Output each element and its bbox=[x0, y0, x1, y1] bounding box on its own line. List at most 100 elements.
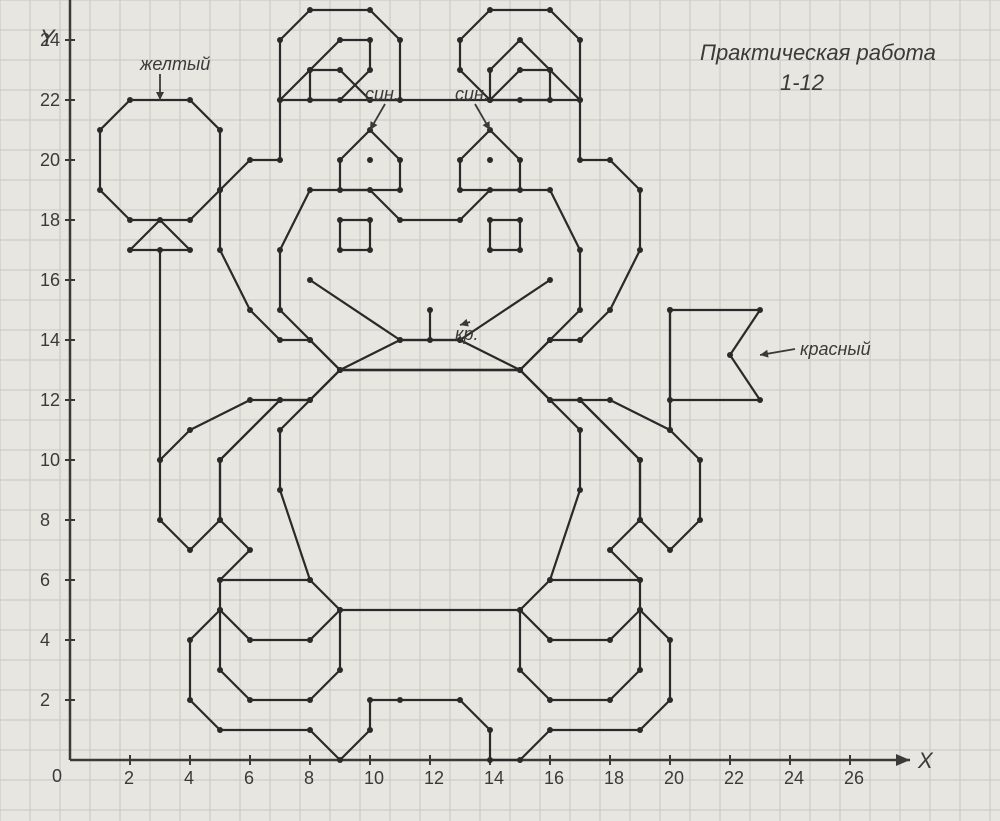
vertex bbox=[457, 157, 463, 163]
coordinate-drawing: XY02468101214161820222426246810121416182… bbox=[0, 0, 1000, 821]
vertex bbox=[307, 577, 313, 583]
x-tick-4: 4 bbox=[184, 768, 194, 788]
vertex bbox=[307, 277, 313, 283]
vertex bbox=[547, 277, 553, 283]
vertex bbox=[277, 487, 283, 493]
vertex bbox=[277, 337, 283, 343]
vertex bbox=[367, 247, 373, 253]
vertex bbox=[97, 127, 103, 133]
x-tick-22: 22 bbox=[724, 768, 744, 788]
vertex bbox=[577, 97, 583, 103]
vertex bbox=[517, 37, 523, 43]
vertex bbox=[157, 517, 163, 523]
vertex bbox=[607, 637, 613, 643]
vertex bbox=[397, 187, 403, 193]
vertex bbox=[427, 307, 433, 313]
y-tick-10: 10 bbox=[40, 450, 60, 470]
vertex bbox=[727, 352, 733, 358]
vertex bbox=[457, 697, 463, 703]
vertex bbox=[247, 157, 253, 163]
vertex bbox=[307, 697, 313, 703]
vertex bbox=[517, 757, 523, 763]
vertex bbox=[547, 97, 553, 103]
vertex bbox=[517, 97, 523, 103]
vertex bbox=[457, 37, 463, 43]
y-tick-4: 4 bbox=[40, 630, 50, 650]
vertex bbox=[127, 97, 133, 103]
vertex bbox=[307, 727, 313, 733]
x-tick-2: 2 bbox=[124, 768, 134, 788]
vertex bbox=[517, 607, 523, 613]
body-outline bbox=[190, 370, 670, 760]
vertex bbox=[487, 247, 493, 253]
x-tick-24: 24 bbox=[784, 768, 804, 788]
vertex bbox=[247, 547, 253, 553]
title-line1: Практическая работа bbox=[700, 40, 936, 65]
vertex bbox=[217, 457, 223, 463]
vertex bbox=[277, 397, 283, 403]
vertex bbox=[577, 37, 583, 43]
vertex bbox=[217, 727, 223, 733]
vertex bbox=[547, 577, 553, 583]
vertex bbox=[547, 727, 553, 733]
vertex bbox=[127, 247, 133, 253]
vertex bbox=[547, 697, 553, 703]
balloon bbox=[100, 100, 220, 220]
annot-blue2: син. bbox=[455, 84, 489, 104]
vertex bbox=[157, 457, 163, 463]
vertex bbox=[307, 637, 313, 643]
annot-kr: кр. bbox=[455, 324, 479, 344]
y-tick-24: 24 bbox=[40, 30, 60, 50]
vertex bbox=[697, 517, 703, 523]
vertex bbox=[757, 397, 763, 403]
vertex bbox=[187, 637, 193, 643]
vertex bbox=[487, 7, 493, 13]
y-tick-2: 2 bbox=[40, 690, 50, 710]
vertex bbox=[517, 667, 523, 673]
vertex bbox=[367, 727, 373, 733]
title-line2: 1-12 bbox=[780, 70, 824, 95]
vertex bbox=[487, 757, 493, 763]
vertex bbox=[457, 67, 463, 73]
annot-red: красный bbox=[800, 339, 871, 359]
vertex bbox=[607, 547, 613, 553]
vertex bbox=[517, 217, 523, 223]
vertex bbox=[187, 217, 193, 223]
vertex bbox=[337, 67, 343, 73]
vertex bbox=[307, 397, 313, 403]
vertex bbox=[187, 547, 193, 553]
vertex bbox=[337, 757, 343, 763]
origin-label: 0 bbox=[52, 766, 62, 786]
vertex bbox=[217, 577, 223, 583]
x-axis-label: X bbox=[917, 748, 934, 773]
vertex bbox=[667, 637, 673, 643]
vertex bbox=[157, 217, 163, 223]
x-tick-8: 8 bbox=[304, 768, 314, 788]
vertex bbox=[337, 247, 343, 253]
vertex bbox=[607, 307, 613, 313]
vertex bbox=[97, 187, 103, 193]
vertex bbox=[247, 397, 253, 403]
vertex bbox=[577, 397, 583, 403]
vertex bbox=[247, 697, 253, 703]
vertex bbox=[307, 187, 313, 193]
vertex bbox=[247, 307, 253, 313]
vertex bbox=[367, 217, 373, 223]
vertex bbox=[427, 337, 433, 343]
vertex bbox=[217, 667, 223, 673]
vertex bbox=[517, 67, 523, 73]
vertex bbox=[337, 607, 343, 613]
vertex bbox=[337, 667, 343, 673]
y-tick-16: 16 bbox=[40, 270, 60, 290]
vertex bbox=[577, 157, 583, 163]
vertex bbox=[367, 37, 373, 43]
y-tick-22: 22 bbox=[40, 90, 60, 110]
vertex bbox=[487, 217, 493, 223]
vertex bbox=[367, 697, 373, 703]
vertex bbox=[637, 577, 643, 583]
vertex bbox=[217, 607, 223, 613]
vertex bbox=[547, 7, 553, 13]
vertex bbox=[247, 637, 253, 643]
vertex bbox=[607, 397, 613, 403]
vertex bbox=[187, 247, 193, 253]
